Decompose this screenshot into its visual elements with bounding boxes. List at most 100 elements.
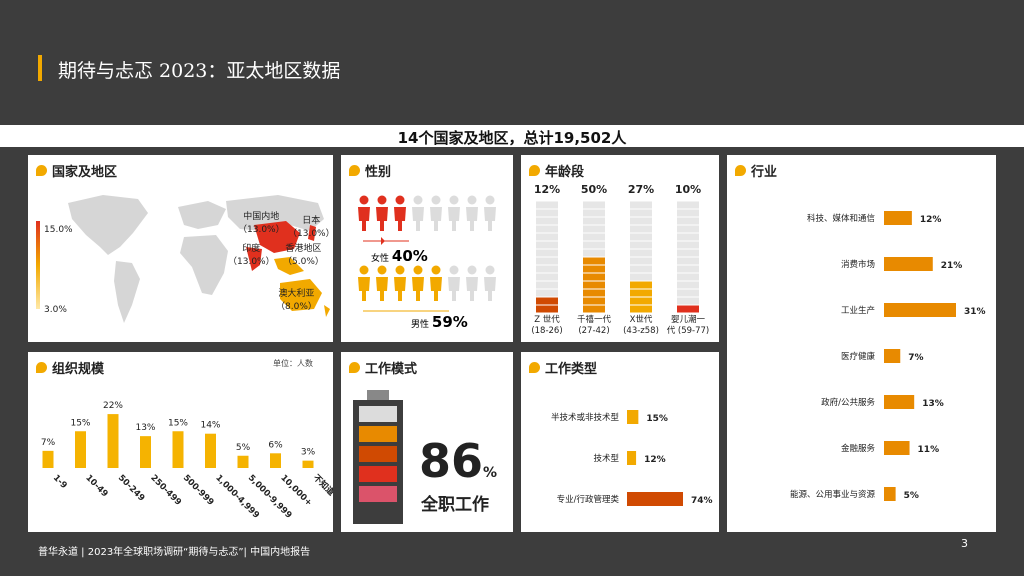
industry-label: 金融服务	[841, 443, 876, 454]
org-value: 7%	[41, 438, 56, 448]
age-bar-empty	[630, 257, 652, 265]
org-category-label: 500-999	[181, 473, 216, 508]
europe-shape	[178, 201, 226, 229]
age-bar-empty	[677, 273, 699, 281]
age-bar-empty	[677, 217, 699, 225]
industry-value: 7%	[908, 353, 923, 363]
male-person-icon-head	[377, 265, 387, 275]
male-person-icon-body	[484, 277, 496, 301]
industry-panel-title: 行业	[735, 161, 777, 180]
work-mode-panel-title: 工作模式	[349, 358, 417, 377]
age-bar-empty	[630, 241, 652, 249]
age-bar-empty	[536, 265, 558, 273]
age-bar-filled	[630, 297, 652, 305]
map-panel-title: 国家及地区	[36, 161, 117, 180]
age-bar-empty	[536, 217, 558, 225]
female-person-icon-head	[359, 195, 369, 205]
work-mode-panel: 工作模式 86% 全职工作	[341, 352, 513, 532]
work-type-chart: 半技术或非技术型 15% 技术型 12% 专业/行政管理类 74%	[551, 410, 713, 506]
male-person-icon-body	[466, 277, 478, 301]
age-bar-empty	[583, 233, 605, 241]
female-person-icon-body	[484, 207, 496, 231]
age-bar-empty	[630, 273, 652, 281]
new-zealand-shape	[324, 305, 330, 317]
male-label: 男性 59%	[411, 313, 468, 331]
legend-min: 3.0%	[44, 305, 67, 315]
age-bar-empty	[677, 257, 699, 265]
age-bar-empty	[630, 233, 652, 241]
male-person-icon-body	[448, 277, 460, 301]
industry-label: 医疗健康	[841, 351, 876, 362]
male-person-icon-head	[413, 265, 423, 275]
age-pct-label: 12%	[534, 183, 560, 196]
legend-max: 15.0%	[44, 225, 73, 235]
age-panel: 年龄段 12% Z 世代 (18-26) 50% 千禧一代 (27-42) 27% X世代 (4…	[521, 155, 719, 342]
map-label-hongkong: 香港地区 （5.0%）	[283, 244, 324, 267]
age-bar-empty	[677, 225, 699, 233]
industry-label: 消费市场	[841, 259, 875, 270]
footer: 普华永道 | 2023年全球职场调研“期待与忐忑”| 中国内地报告	[38, 547, 311, 558]
age-bar-filled	[677, 305, 699, 313]
male-person-icon-body	[430, 277, 442, 301]
russia-shape	[226, 195, 324, 231]
industry-label: 政府/公共服务	[821, 397, 875, 408]
industry-label: 工业生产	[841, 305, 875, 316]
age-label: (43-z58)	[623, 326, 659, 336]
pin-icon	[349, 362, 360, 373]
age-bar-filled	[630, 289, 652, 297]
industry-value: 11%	[918, 445, 940, 455]
work-type-label: 专业/行政管理类	[557, 494, 620, 505]
industry-panel: 行业 科技、媒体和通信 12% 消费市场 21% 工业生产 31% 医疗健康 7% 政府/公共服…	[727, 155, 996, 532]
age-bar-empty	[677, 289, 699, 297]
male-person-icon-head	[395, 265, 405, 275]
pin-icon	[529, 165, 540, 176]
age-bar-filled	[583, 273, 605, 281]
age-bar-filled	[630, 281, 652, 289]
male-person-icon-head	[467, 265, 477, 275]
org-value: 22%	[103, 401, 123, 411]
pin-icon	[36, 165, 47, 176]
south-america-shape	[114, 261, 140, 323]
age-bar-empty	[583, 217, 605, 225]
industry-bar	[884, 257, 933, 271]
industry-value: 12%	[920, 215, 942, 225]
work-type-bar	[627, 492, 683, 506]
work-mode-label: 全职工作	[421, 495, 489, 515]
industry-bar	[884, 487, 896, 501]
org-value: 5%	[236, 443, 251, 453]
female-person-icon-head	[485, 195, 495, 205]
org-bar	[237, 455, 249, 468]
org-category-label: 10-49	[83, 473, 109, 499]
org-bar	[140, 436, 151, 468]
female-person-icon-head	[377, 195, 387, 205]
africa-shape	[180, 235, 228, 295]
male-person-icon-head	[449, 265, 459, 275]
age-label: (18-26)	[531, 326, 562, 336]
battery-icon	[353, 390, 403, 524]
org-bar	[302, 460, 314, 468]
male-person-icon-head	[485, 265, 495, 275]
age-bar-filled	[583, 265, 605, 273]
industry-chart: 科技、媒体和通信 12% 消费市场 21% 工业生产 31% 医疗健康 7% 政府/公共服务 13…	[790, 211, 986, 501]
female-person-icon-head	[413, 195, 423, 205]
industry-value: 5%	[904, 491, 919, 501]
southeast-asia-shape	[274, 257, 304, 275]
age-label: 代 (59-77)	[667, 325, 710, 336]
title-accent-bar	[38, 55, 42, 81]
org-bar	[205, 433, 216, 468]
age-bar-empty	[630, 265, 652, 273]
industry-value: 21%	[941, 261, 963, 271]
female-person-icon-body	[358, 207, 370, 231]
org-value: 15%	[168, 418, 188, 428]
age-bar-empty	[536, 201, 558, 209]
age-bar-empty	[630, 249, 652, 257]
industry-bar	[884, 303, 956, 317]
female-person-icon-body	[376, 207, 388, 231]
pin-icon	[735, 165, 746, 176]
age-bar-filled	[536, 297, 558, 305]
female-person-icon-body	[466, 207, 478, 231]
age-bar-filled	[536, 305, 558, 313]
org-value: 6%	[268, 440, 283, 450]
work-type-bar	[627, 451, 637, 465]
female-person-icon-head	[431, 195, 441, 205]
